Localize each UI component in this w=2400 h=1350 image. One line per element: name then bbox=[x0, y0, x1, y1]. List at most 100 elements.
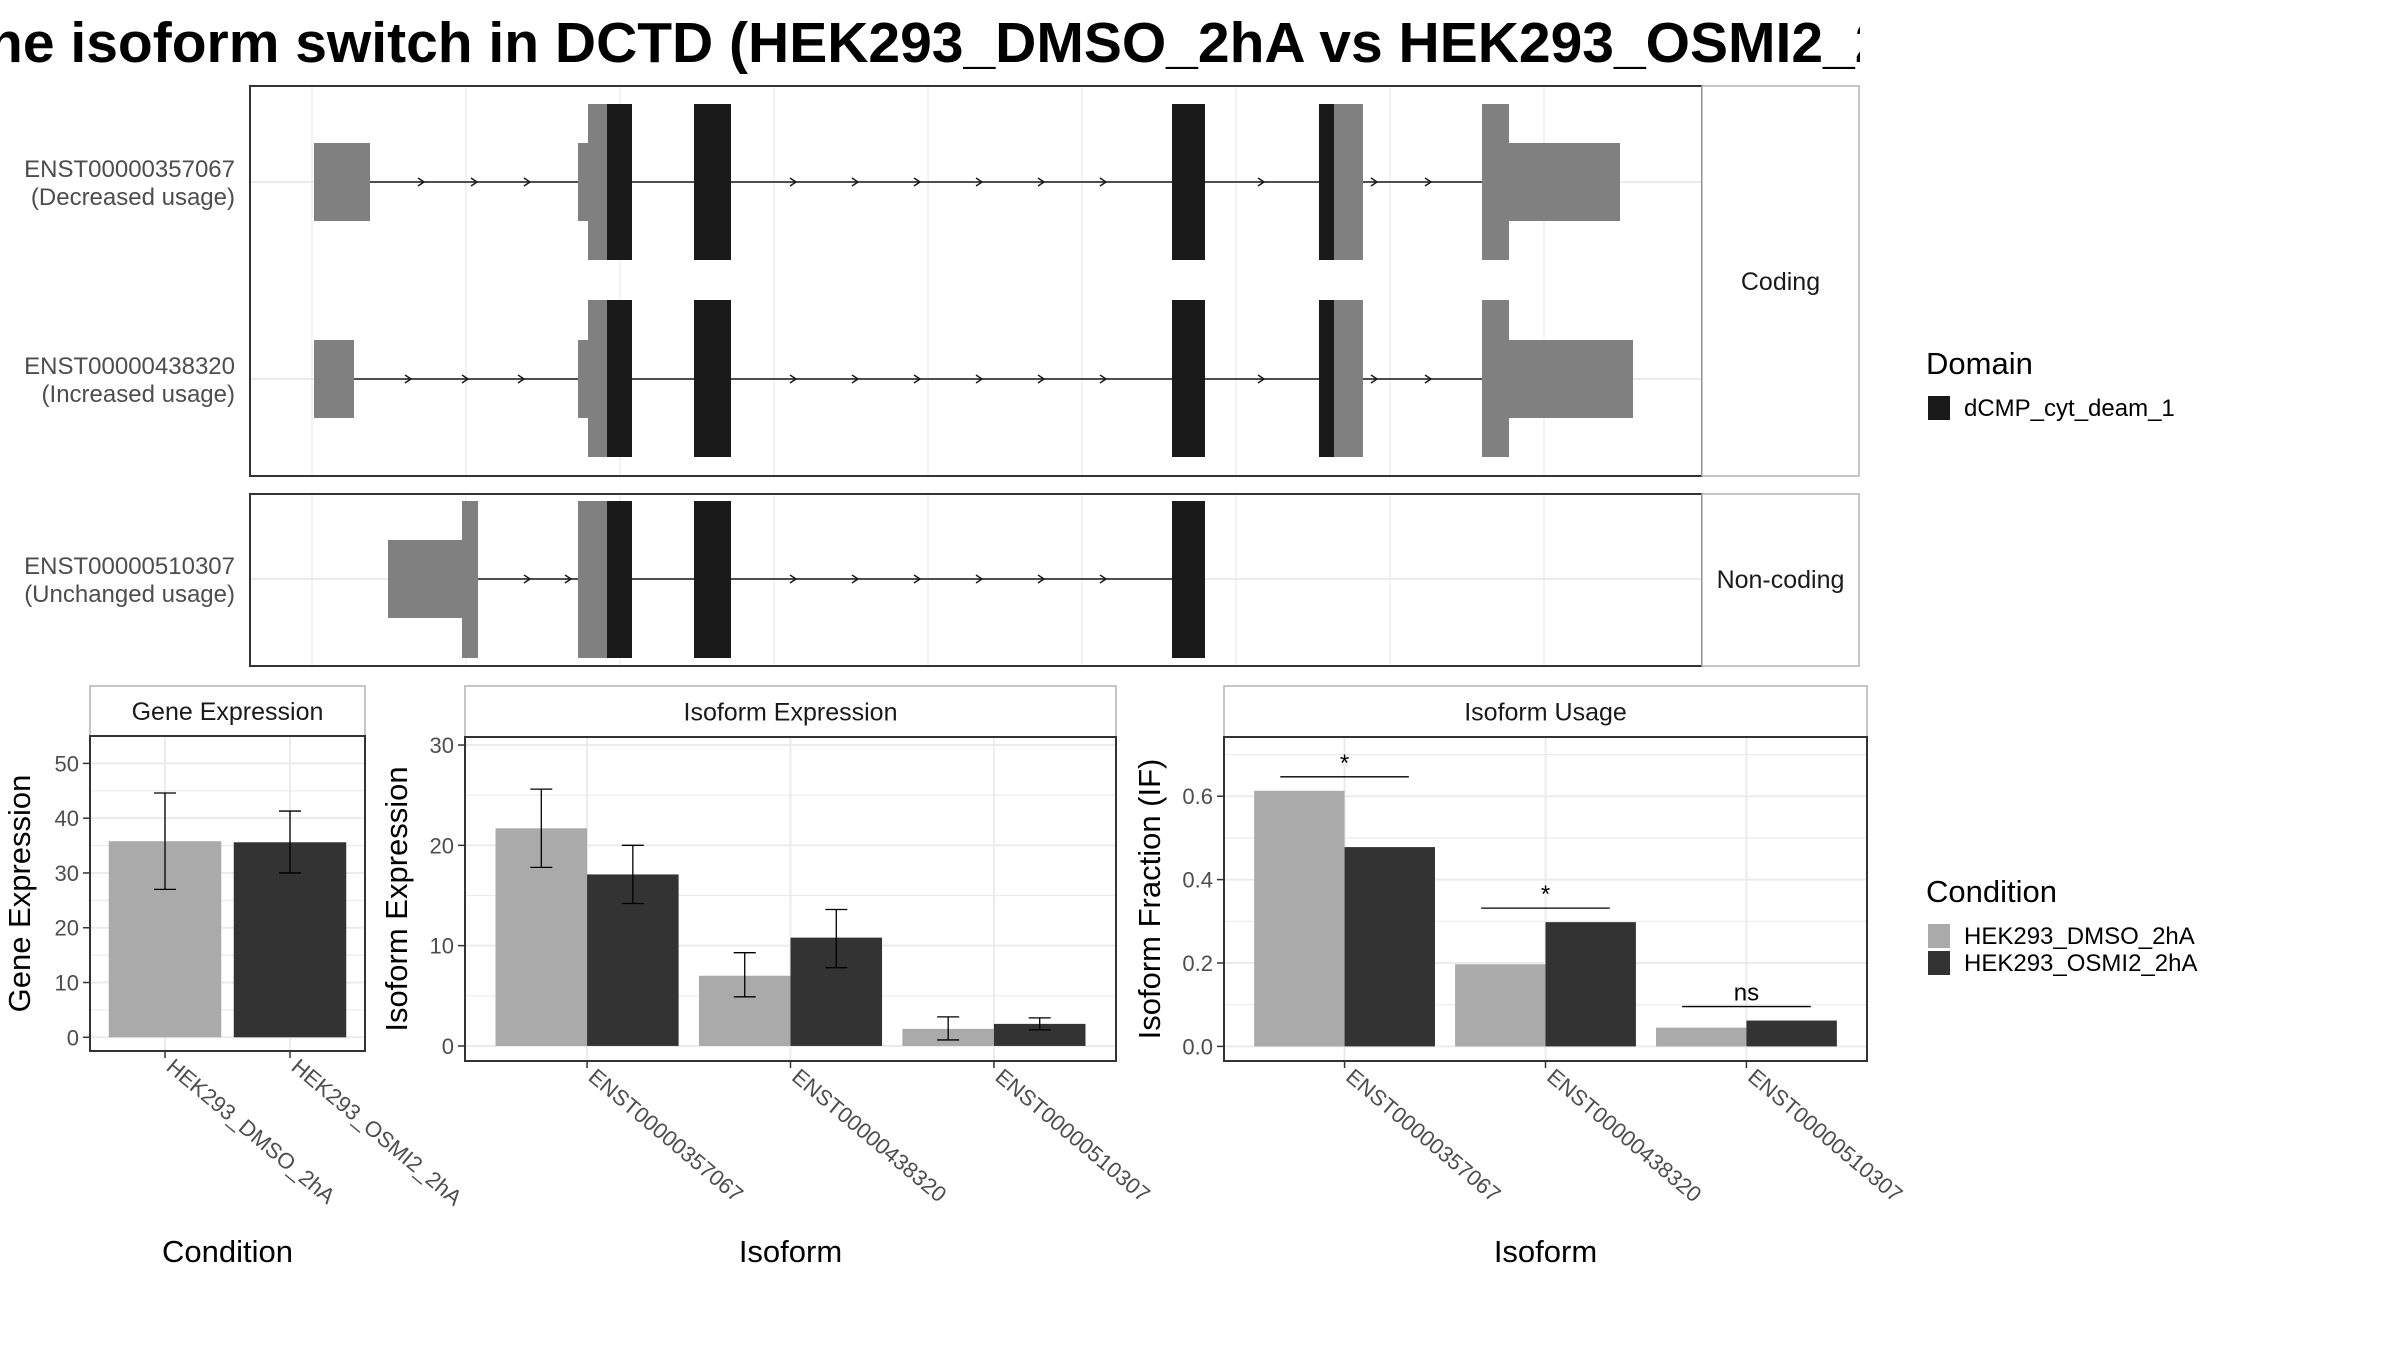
domain-exon bbox=[1172, 300, 1205, 457]
coding-facet: Coding ENST00000357067 (Decreased usage)… bbox=[24, 85, 1860, 477]
domain-exon bbox=[1172, 104, 1205, 260]
utr-exon bbox=[1482, 300, 1509, 457]
page-title: he isoform switch in DCTD (HEK293_DMSO_2… bbox=[0, 11, 1860, 75]
error-bar bbox=[937, 1016, 960, 1041]
y-tick-label: 40 bbox=[55, 806, 79, 831]
bars bbox=[108, 792, 347, 1038]
error-bar bbox=[154, 792, 176, 891]
utr-exon bbox=[1334, 300, 1363, 457]
significance-label: * bbox=[1340, 750, 1349, 777]
domain-exon bbox=[607, 501, 632, 658]
isoform-usage-label: (Decreased usage) bbox=[31, 184, 235, 211]
bar bbox=[1545, 922, 1636, 1047]
utr-exon bbox=[588, 300, 608, 457]
isoform-expression-chart: Isoform Expression 0 10 20 30 ENST00000357067… bbox=[379, 685, 1155, 1269]
y-axis: 0 10 20 30 bbox=[430, 733, 465, 1059]
y-axis-title: Isoform Fraction (IF) bbox=[1132, 759, 1167, 1040]
utr-exon bbox=[1508, 143, 1620, 221]
error-bar bbox=[825, 908, 848, 969]
bar bbox=[1656, 1027, 1747, 1047]
transcript-ENST00000438320 bbox=[314, 300, 1633, 457]
error-bar bbox=[621, 844, 644, 905]
condition-legend-key-1 bbox=[1928, 924, 1950, 948]
transcript-ENST00000510307 bbox=[388, 501, 1205, 658]
y-tick-label: 0 bbox=[442, 1034, 454, 1059]
intron-arrows bbox=[523, 574, 1108, 584]
chart-strip bbox=[1223, 685, 1868, 738]
y-tick-label: 20 bbox=[430, 833, 454, 858]
utr-exon bbox=[314, 340, 354, 418]
y-axis-title: Isoform Expression bbox=[379, 766, 414, 1031]
domain-legend-title: Domain bbox=[1926, 346, 2033, 381]
condition-legend: Condition HEK293_DMSO_2hA HEK293_OSMI2_2… bbox=[1926, 874, 2197, 977]
y-tick-label: 20 bbox=[55, 916, 79, 941]
condition-legend-title: Condition bbox=[1926, 874, 2057, 909]
isoform-usage-chart: Isoform Usage * * ns 0.0 0.2 0.4 0.6 ENST0000035… bbox=[1132, 685, 1907, 1269]
bar bbox=[1455, 964, 1546, 1047]
utr-exon bbox=[578, 501, 608, 658]
coding-strip bbox=[1701, 85, 1860, 477]
significance-label: ns bbox=[1734, 980, 1759, 1007]
x-tick-label: ENST00000510307 bbox=[1743, 1064, 1907, 1207]
isoform-usage-label: (Increased usage) bbox=[42, 381, 235, 408]
condition-legend-label-2: HEK293_OSMI2_2hA bbox=[1964, 950, 2197, 977]
isoform-usage-label: (Unchanged usage) bbox=[24, 581, 235, 608]
bar bbox=[233, 842, 347, 1038]
y-tick-label: 0 bbox=[67, 1025, 79, 1050]
x-axis-title: Isoform bbox=[1494, 1234, 1597, 1269]
x-tick-label: ENST00000438320 bbox=[1542, 1064, 1706, 1207]
chart-title: Isoform Usage bbox=[1464, 699, 1627, 727]
x-axis: ENST00000357067 ENST00000438320 ENST000005… bbox=[1341, 1061, 1907, 1207]
significance-markers: * * ns bbox=[1280, 750, 1811, 1008]
noncoding-facet: Non-coding ENST00000510307 (Unchanged us… bbox=[24, 493, 1860, 667]
chart-strip bbox=[89, 685, 366, 737]
isoform-label: ENST00000510307 bbox=[24, 553, 235, 580]
chart-title: Gene Expression bbox=[132, 698, 324, 726]
utr-exon bbox=[1482, 104, 1509, 260]
bars bbox=[495, 788, 1086, 1046]
domain-exon bbox=[1319, 300, 1335, 457]
y-tick-label: 10 bbox=[430, 934, 454, 959]
utr-exon bbox=[1508, 340, 1633, 418]
domain-exon bbox=[694, 104, 731, 260]
y-tick-label: 30 bbox=[430, 733, 454, 758]
utr-exon bbox=[578, 143, 590, 221]
chart-title: Isoform Expression bbox=[684, 699, 898, 727]
x-axis: ENST00000357067 ENST00000438320 ENST000005… bbox=[584, 1061, 1155, 1207]
error-bar bbox=[733, 952, 756, 998]
domain-legend-label: dCMP_cyt_deam_1 bbox=[1964, 395, 2175, 422]
y-axis: 0 10 20 30 40 50 bbox=[55, 751, 90, 1050]
x-tick-label: ENST00000510307 bbox=[991, 1064, 1155, 1207]
coding-strip-label: Coding bbox=[1741, 268, 1820, 296]
bar bbox=[1344, 847, 1435, 1047]
utr-exon bbox=[314, 143, 370, 221]
utr-exon bbox=[1334, 104, 1363, 260]
x-tick-label: ENST00000438320 bbox=[787, 1064, 951, 1207]
isoform-label: ENST00000438320 bbox=[24, 353, 235, 380]
y-tick-label: 0.2 bbox=[1182, 951, 1213, 976]
chart-panel-border bbox=[89, 735, 366, 1052]
utr-exon bbox=[588, 104, 608, 260]
y-tick-label: 50 bbox=[55, 751, 79, 776]
condition-legend-key-2 bbox=[1928, 951, 1950, 975]
y-tick-label: 0.4 bbox=[1182, 868, 1213, 893]
utr-exon bbox=[462, 501, 478, 658]
y-tick-label: 30 bbox=[55, 861, 79, 886]
significance-label: * bbox=[1541, 881, 1550, 908]
domain-legend: Domain dCMP_cyt_deam_1 bbox=[1926, 346, 2175, 422]
y-tick-label: 10 bbox=[55, 971, 79, 996]
domain-exon bbox=[694, 300, 731, 457]
error-bar bbox=[279, 810, 301, 874]
chart-strip bbox=[464, 685, 1117, 738]
error-bar bbox=[1028, 1017, 1051, 1031]
noncoding-strip-label: Non-coding bbox=[1717, 566, 1845, 594]
x-tick-label: ENST00000357067 bbox=[584, 1064, 748, 1207]
x-tick-label: ENST00000357067 bbox=[1341, 1064, 1505, 1207]
bars bbox=[1254, 790, 1837, 1047]
y-tick-label: 0.0 bbox=[1182, 1034, 1213, 1059]
y-axis: 0.0 0.2 0.4 0.6 bbox=[1182, 784, 1224, 1059]
error-bar bbox=[530, 788, 553, 869]
domain-exon bbox=[1172, 501, 1205, 658]
